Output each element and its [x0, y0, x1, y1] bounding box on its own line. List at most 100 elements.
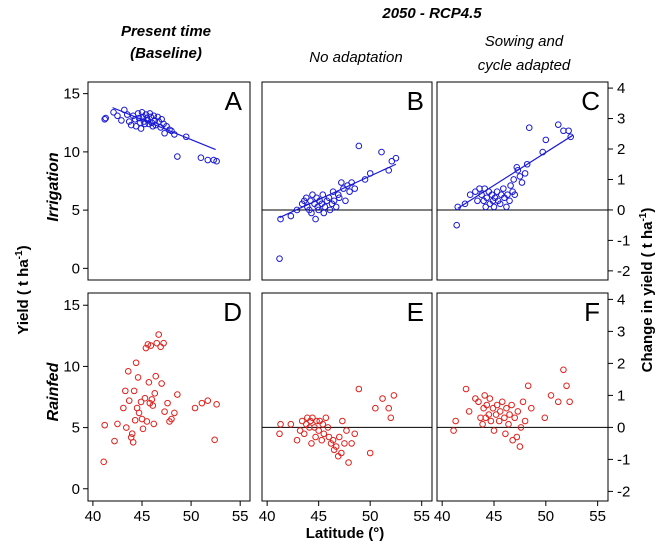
- data-point: [348, 179, 355, 186]
- data-point: [150, 420, 158, 428]
- data-point: [498, 398, 506, 406]
- data-point: [487, 417, 495, 425]
- data-point: [472, 188, 479, 195]
- data-point: [149, 402, 157, 409]
- y-tick-label: 4: [617, 80, 625, 97]
- data-point: [496, 408, 504, 415]
- y-axis-label-left: Yield ( t ha-1): [14, 245, 32, 334]
- data-point: [554, 398, 562, 406]
- x-tick-label: 50: [362, 508, 379, 525]
- data-point: [309, 191, 316, 199]
- data-point: [120, 404, 127, 412]
- data-point: [355, 142, 363, 150]
- y-tick-label: 0: [72, 260, 80, 277]
- data-point: [325, 194, 333, 202]
- data-point: [318, 436, 326, 444]
- panel-label: F: [584, 297, 600, 327]
- data-point: [130, 387, 138, 395]
- data-point: [489, 404, 497, 412]
- data-point: [319, 191, 327, 199]
- data-point: [547, 392, 555, 399]
- data-point: [121, 106, 128, 114]
- data-point: [505, 420, 512, 428]
- x-tick-label: 55: [589, 508, 606, 525]
- data-point: [466, 191, 474, 199]
- data-point: [565, 127, 572, 135]
- data-point: [387, 414, 395, 422]
- data-point: [338, 449, 345, 457]
- panel-b: B: [261, 81, 433, 281]
- data-point: [474, 197, 481, 205]
- data-point: [482, 203, 490, 211]
- data-point: [334, 452, 342, 460]
- data-point: [563, 382, 570, 390]
- header-no-adaptation: No adaptation: [309, 49, 402, 66]
- x-tick-label: 50: [183, 508, 200, 525]
- panel-label: C: [581, 86, 600, 116]
- data-point: [135, 409, 143, 417]
- data-point: [125, 118, 133, 125]
- y-tick-label: 3: [617, 111, 625, 128]
- data-point: [171, 131, 178, 138]
- data-point: [324, 424, 332, 431]
- data-point: [204, 156, 212, 164]
- data-point: [511, 414, 519, 422]
- data-point: [490, 203, 498, 211]
- data-point: [361, 176, 369, 183]
- data-point: [475, 398, 482, 406]
- data-point: [509, 436, 516, 444]
- y-tick-label: 2: [617, 355, 625, 372]
- fit-line: [279, 163, 397, 219]
- data-point: [118, 117, 125, 124]
- data-point: [501, 414, 508, 422]
- data-point: [525, 124, 533, 131]
- header-future: 2050 - RCP4.5: [381, 5, 482, 22]
- data-point: [345, 459, 352, 466]
- data-point: [334, 191, 342, 199]
- data-point: [390, 392, 398, 399]
- data-point: [493, 401, 501, 409]
- data-point: [211, 436, 218, 444]
- data-point: [139, 425, 147, 433]
- data-point: [503, 203, 510, 211]
- data-point: [483, 401, 491, 409]
- data-point: [191, 404, 199, 412]
- panel-label: A: [225, 86, 243, 116]
- data-point: [330, 197, 338, 205]
- data-point: [513, 163, 521, 171]
- data-point: [131, 416, 139, 424]
- y-tick-label: -2: [617, 263, 630, 280]
- data-point: [320, 430, 328, 438]
- data-point: [160, 339, 167, 347]
- panel-frame: [87, 292, 251, 502]
- panel-label: E: [407, 297, 424, 327]
- header-present-line1: Present time: [121, 23, 211, 40]
- data-point: [287, 212, 295, 220]
- data-point: [100, 458, 108, 466]
- data-point: [131, 115, 139, 123]
- x-tick-label: 55: [413, 508, 430, 525]
- y-left-tail: ): [15, 245, 32, 250]
- y-right-sup: -1: [638, 212, 649, 221]
- data-point: [134, 374, 142, 381]
- data-point: [542, 136, 550, 144]
- header-adapted-line1: Sowing and: [485, 33, 564, 50]
- data-point: [308, 440, 315, 447]
- data-point: [125, 397, 133, 404]
- data-point: [329, 188, 337, 195]
- data-point: [307, 197, 314, 205]
- data-point: [114, 112, 121, 120]
- data-point: [335, 194, 343, 202]
- y-tick-label: -2: [617, 483, 630, 500]
- data-point: [148, 396, 156, 403]
- data-point: [351, 430, 359, 438]
- data-point: [339, 417, 346, 425]
- data-point: [171, 409, 178, 417]
- data-point: [110, 108, 117, 116]
- y-left-sup: -1: [14, 250, 25, 259]
- data-point: [101, 115, 108, 123]
- data-point: [298, 417, 306, 425]
- data-point: [479, 420, 486, 428]
- panel-frame: [261, 81, 433, 281]
- data-point: [311, 424, 318, 431]
